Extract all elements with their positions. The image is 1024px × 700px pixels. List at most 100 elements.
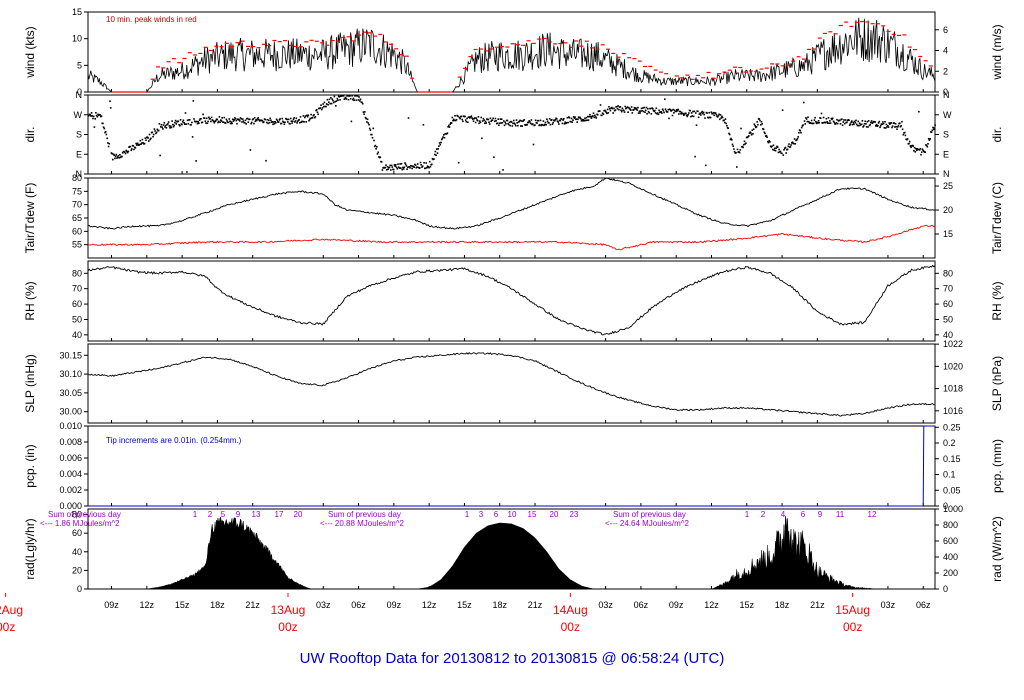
y-tick-label-right: 70 <box>943 284 953 294</box>
direction-point <box>90 115 92 117</box>
direction-point <box>576 121 578 123</box>
direction-point <box>582 118 585 121</box>
direction-point <box>439 143 442 146</box>
direction-point <box>588 115 590 118</box>
y-tick-label-right: 6 <box>943 25 948 35</box>
rh-line <box>87 264 936 336</box>
direction-point <box>694 155 696 158</box>
direction-point <box>157 129 160 132</box>
direction-point <box>334 100 336 103</box>
direction-point <box>530 119 533 121</box>
direction-point <box>901 120 903 123</box>
direction-point <box>238 118 240 121</box>
direction-point <box>375 148 377 150</box>
direction-point <box>156 128 159 131</box>
direction-point <box>419 167 421 169</box>
direction-point <box>96 115 99 118</box>
direction-point <box>338 96 341 98</box>
direction-point <box>877 122 880 124</box>
direction-point <box>834 123 837 125</box>
direction-point <box>625 107 628 109</box>
direction-point <box>281 117 283 120</box>
direction-point <box>794 143 797 145</box>
direction-point <box>562 119 564 121</box>
direction-point <box>920 151 923 153</box>
direction-point <box>518 120 521 123</box>
direction-point <box>253 122 255 125</box>
direction-point <box>914 151 917 153</box>
direction-point <box>870 121 872 124</box>
direction-point <box>793 138 796 140</box>
direction-point <box>385 169 388 171</box>
direction-point <box>354 95 357 97</box>
direction-point <box>213 121 216 124</box>
direction-point <box>436 152 439 154</box>
direction-point <box>642 110 645 113</box>
direction-point <box>234 118 237 120</box>
direction-point <box>438 145 440 147</box>
direction-point <box>146 136 149 138</box>
direction-point <box>869 123 871 126</box>
direction-point <box>621 107 624 110</box>
y-tick-label-right: 0.1 <box>943 470 956 480</box>
direction-point <box>395 166 398 168</box>
x-tick-label: 15z <box>175 600 190 610</box>
direction-point <box>800 126 803 129</box>
direction-point <box>476 119 479 122</box>
direction-point <box>541 123 543 126</box>
direction-point <box>154 130 156 132</box>
direction-point <box>719 114 722 116</box>
direction-point <box>241 118 244 120</box>
direction-point <box>693 110 696 113</box>
direction-point <box>294 120 297 122</box>
direction-point <box>563 118 565 120</box>
direction-point <box>278 119 281 121</box>
direction-panel <box>87 94 936 175</box>
direction-point <box>633 106 636 109</box>
direction-point <box>885 123 888 126</box>
direction-point <box>196 120 198 123</box>
direction-point <box>310 113 312 116</box>
direction-point <box>493 156 495 158</box>
direction-point <box>345 98 348 100</box>
direction-point <box>347 95 349 97</box>
direction-point <box>656 112 659 114</box>
direction-point <box>181 123 183 126</box>
direction-point <box>283 123 286 126</box>
direction-point <box>332 99 334 102</box>
direction-point <box>279 118 281 120</box>
direction-point <box>553 120 556 122</box>
direction-point <box>472 118 474 120</box>
direction-point <box>114 155 117 158</box>
direction-point <box>703 113 706 116</box>
direction-point <box>397 163 399 165</box>
direction-point <box>475 117 478 119</box>
direction-point <box>440 141 442 144</box>
direction-point <box>848 119 850 121</box>
direction-point <box>487 118 490 121</box>
direction-point <box>130 149 132 152</box>
y-tick-label-right: 0 <box>943 584 948 594</box>
y-tick-label-left: W <box>74 110 83 120</box>
x-tick-label: 18z <box>210 600 225 610</box>
direction-point <box>897 124 900 127</box>
direction-point <box>366 121 368 123</box>
direction-point <box>606 112 608 115</box>
direction-point <box>267 122 269 125</box>
direction-point <box>736 166 738 168</box>
direction-point <box>828 122 830 124</box>
direction-point <box>635 108 638 110</box>
direction-point <box>239 117 242 119</box>
daily-sum-value: <--- 1.86 MJoules/m^2 <box>40 519 120 528</box>
direction-point <box>410 165 413 167</box>
direction-point <box>169 127 171 129</box>
direction-point <box>558 123 560 125</box>
direction-point <box>467 121 469 123</box>
radiation-area <box>88 516 935 590</box>
direction-point <box>657 113 660 116</box>
direction-point <box>510 121 513 123</box>
direction-point <box>661 112 663 114</box>
direction-point <box>195 160 197 162</box>
direction-point <box>95 112 97 114</box>
direction-point <box>634 108 636 110</box>
